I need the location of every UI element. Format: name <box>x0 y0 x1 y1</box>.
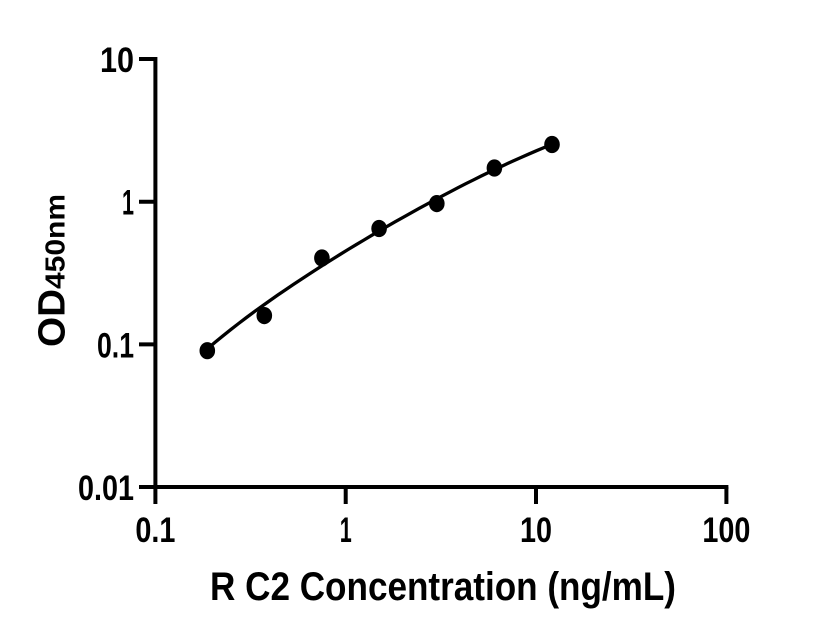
svg-text:0.1: 0.1 <box>97 326 134 365</box>
svg-text:1: 1 <box>122 184 134 223</box>
svg-text:100: 100 <box>702 510 750 550</box>
svg-text:1: 1 <box>340 510 352 550</box>
svg-text:0.1: 0.1 <box>135 510 175 550</box>
svg-text:10: 10 <box>100 41 134 80</box>
svg-text:R C2 Concentration (ng/mL): R C2 Concentration (ng/mL) <box>210 565 676 609</box>
svg-text:0.01: 0.01 <box>78 469 134 508</box>
svg-text:OD450nm: OD450nm <box>32 194 74 347</box>
svg-text:10: 10 <box>520 510 552 550</box>
